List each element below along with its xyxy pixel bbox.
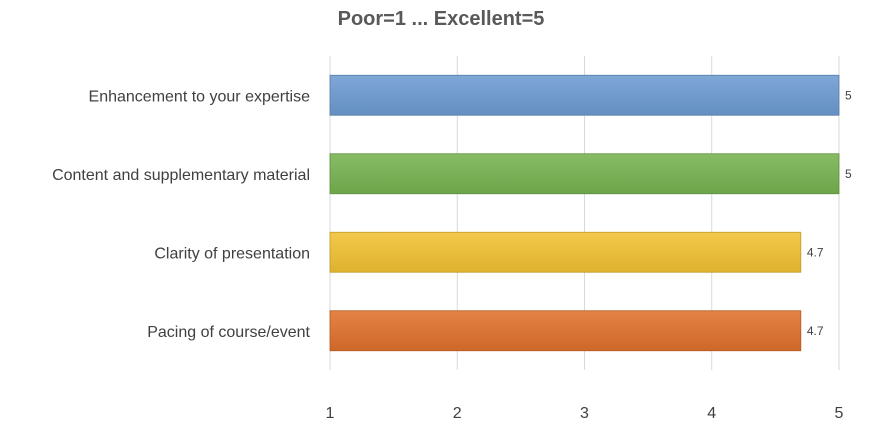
x-tick-label: 5 — [835, 405, 844, 422]
bar — [329, 310, 802, 352]
category-label: Content and supplementary material — [52, 167, 310, 184]
data-label: 5 — [845, 167, 852, 181]
category-label: Enhancement to your expertise — [89, 88, 311, 105]
data-label: 4.7 — [807, 324, 824, 338]
chart-title: Poor=1 ... Excellent=5 — [337, 8, 545, 30]
category-label: Clarity of presentation — [154, 245, 310, 262]
x-tick-label: 2 — [453, 405, 462, 422]
bar — [329, 231, 802, 273]
data-label: 4.7 — [807, 245, 824, 259]
x-tick-label: 3 — [580, 405, 589, 422]
data-label: 5 — [845, 88, 852, 102]
x-tick-label: 4 — [707, 405, 716, 422]
bar — [329, 74, 840, 116]
category-label: Pacing of course/event — [147, 324, 310, 341]
x-tick-label: 1 — [326, 405, 335, 422]
bar — [329, 153, 840, 195]
